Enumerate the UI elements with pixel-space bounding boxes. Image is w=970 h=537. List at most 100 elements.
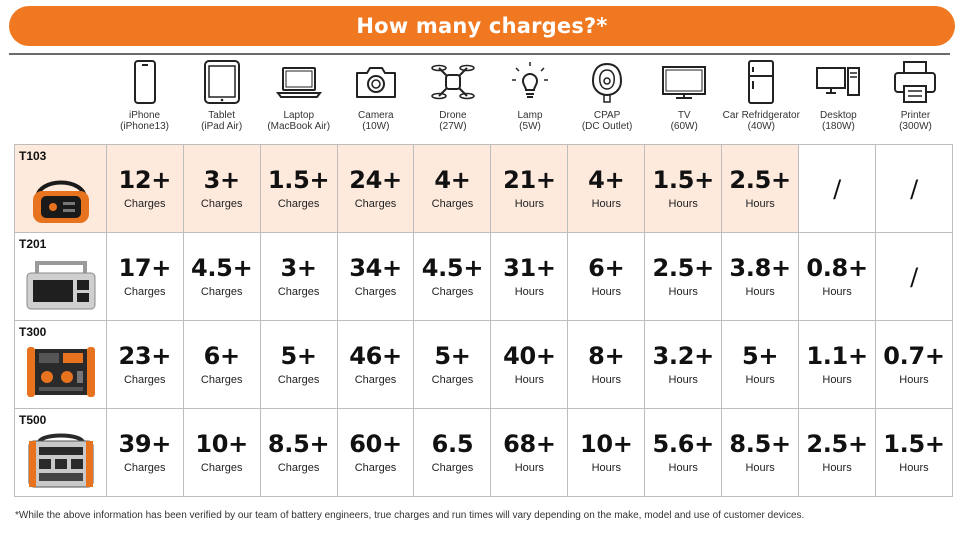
value-cell: 39+ Charges: [106, 409, 184, 497]
cell-value: 39+: [118, 430, 172, 458]
power-station-t300-image: [27, 347, 95, 397]
device-desktop: Desktop (180W): [800, 57, 877, 143]
cell-unit: Hours: [668, 286, 698, 298]
value-cell: 6+ Charges: [183, 321, 261, 409]
cell-value: 34+: [349, 254, 402, 282]
value-cell: 3.2+ Hours: [645, 321, 723, 409]
table-row: T103 12+ Charges 3+ Charges 1.5+ Charges 24…: [15, 145, 953, 233]
value-cell: 1.5+ Hours: [645, 145, 723, 233]
cell-unit: Charges: [431, 462, 474, 474]
value-cell: 2.5+ Hours: [799, 409, 877, 497]
value-cell: 3+ Charges: [260, 233, 338, 321]
page-title: How many charges?*: [356, 14, 608, 38]
value-cell: 12+ Charges: [106, 145, 184, 233]
printer-icon: [894, 61, 937, 103]
cell-value: 3.2+: [652, 342, 714, 370]
value-cell: 4.5+ Charges: [183, 233, 261, 321]
value-cell: 3+ Charges: [183, 145, 261, 233]
cell-unit: Charges: [431, 286, 474, 298]
value-cell: 6.5 Charges: [414, 409, 492, 497]
cell-unit: Hours: [514, 198, 545, 210]
value-cell: 4.5+ Charges: [414, 233, 492, 321]
cell-value: 6+: [203, 342, 241, 370]
device-tv: TV (60W): [646, 57, 723, 143]
cpap-mask-icon: [592, 62, 623, 103]
device-name: iPhone: [128, 110, 161, 121]
cell-value: /: [910, 262, 918, 291]
lamp-icon: [512, 62, 549, 98]
value-cell: 40+ Hours: [491, 321, 569, 409]
cell-value: 4+: [434, 166, 471, 194]
cell-unit: Charges: [354, 198, 397, 210]
cell-unit: Hours: [514, 286, 545, 298]
table-row: T201 17+ Charges 4.5+ Charges 3+ Charges 34…: [15, 233, 953, 321]
device-name: Laptop: [283, 110, 315, 121]
power-station-t201-image: [26, 261, 96, 310]
cell-unit: Hours: [668, 374, 698, 386]
value-cell: 68+ Hours: [491, 409, 569, 497]
title-banner: How many charges?*: [9, 6, 955, 46]
cell-value: 60+: [349, 430, 402, 458]
cell-value: 1.5+: [652, 166, 714, 194]
cell-value: 2.5+: [806, 430, 868, 458]
cell-unit: Charges: [123, 198, 166, 210]
device-name: Drone: [439, 110, 467, 121]
cell-unit: Hours: [745, 462, 775, 474]
cell-unit: Hours: [514, 374, 545, 386]
cell-value: 21+: [503, 166, 556, 194]
device-spec: (iPhone13): [120, 121, 169, 132]
cell-unit: Hours: [822, 462, 852, 474]
cell-value: 3.8+: [729, 254, 791, 282]
cell-value: 1.5+: [267, 166, 330, 194]
cell-unit: Hours: [591, 374, 621, 386]
value-cell: 60+ Charges: [337, 409, 415, 497]
refrigerator-icon: [748, 60, 775, 104]
cell-unit: Charges: [200, 286, 243, 298]
value-cell: /: [799, 145, 877, 233]
cell-value: 1.5+: [883, 430, 945, 458]
value-cell: 34+ Charges: [337, 233, 415, 321]
value-cell: 1.5+ Hours: [876, 409, 953, 497]
cell-value: 4.5+: [421, 254, 484, 282]
cell-unit: Charges: [354, 286, 397, 298]
value-cell: 24+ Charges: [337, 145, 415, 233]
cell-value: 5+: [434, 342, 471, 370]
device-spec: (300W): [899, 121, 932, 132]
drone-icon: [431, 64, 475, 100]
value-cell: 5+ Charges: [260, 321, 338, 409]
cell-value: 3+: [203, 166, 241, 194]
value-cell: 5+ Hours: [722, 321, 800, 409]
cell-value: 6+: [588, 254, 625, 282]
cell-value: 17+: [118, 254, 172, 282]
cell-value: 5.6+: [652, 430, 714, 458]
desktop-icon: [816, 67, 861, 96]
cell-unit: Charges: [123, 462, 166, 474]
tv-icon: [662, 66, 707, 99]
device-lamp: Lamp (5W): [491, 57, 568, 143]
cell-unit: Hours: [899, 374, 929, 386]
cell-value: 2.5+: [729, 166, 791, 194]
value-cell: 23+ Charges: [106, 321, 184, 409]
device-spec: (60W): [670, 121, 698, 132]
cell-unit: Charges: [200, 462, 243, 474]
camera-icon: [355, 67, 396, 98]
tablet-icon: [203, 60, 240, 104]
cell-unit: Charges: [354, 462, 397, 474]
cell-unit: Hours: [591, 462, 621, 474]
cell-value: 12+: [118, 166, 172, 194]
table-row: T300 23+ Charges 6+ Charges 5+ Charges 46+ C…: [15, 321, 953, 409]
value-cell: /: [876, 233, 953, 321]
value-cell: 46+ Charges: [337, 321, 415, 409]
model-cell: T201: [15, 233, 107, 321]
cell-value: 6.5: [431, 430, 474, 458]
value-cell: 10+ Charges: [183, 409, 261, 497]
device-name: Desktop: [820, 110, 857, 121]
device-spec: (10W): [362, 121, 390, 132]
device-tablet: Tablet (iPad Air): [183, 57, 260, 143]
device-car-refrigerator: Car Refridgerator (40W): [723, 57, 800, 143]
value-cell: 31+ Hours: [491, 233, 569, 321]
cell-value: 40+: [503, 342, 556, 370]
cell-unit: Hours: [745, 374, 775, 386]
cell-unit: Hours: [591, 286, 621, 298]
value-cell: 2.5+ Hours: [722, 145, 800, 233]
